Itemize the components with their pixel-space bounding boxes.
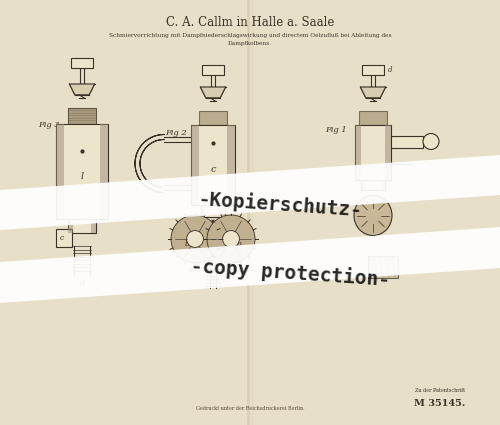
Text: c: c xyxy=(60,234,64,242)
Bar xyxy=(362,65,384,75)
Bar xyxy=(191,125,199,205)
Polygon shape xyxy=(360,87,386,98)
Bar xyxy=(201,205,225,217)
Text: C. A. Callm in Halle a. Saale: C. A. Callm in Halle a. Saale xyxy=(166,15,334,28)
Bar xyxy=(355,125,362,180)
Bar xyxy=(56,124,64,219)
Text: -copy protection-: -copy protection- xyxy=(190,256,390,290)
Bar xyxy=(359,111,387,125)
Text: M 35145.: M 35145. xyxy=(414,399,466,408)
Bar xyxy=(199,111,227,125)
Text: Zu der Patentschrift: Zu der Patentschrift xyxy=(415,388,465,393)
Bar xyxy=(391,136,423,147)
Circle shape xyxy=(423,133,439,150)
Polygon shape xyxy=(70,84,94,95)
Bar xyxy=(202,65,224,75)
Text: Schmiervorrichtung mit Dampfniederschlagswirkung und directem Oelzufluß bei Able: Schmiervorrichtung mit Dampfniederschlag… xyxy=(109,32,391,37)
Bar xyxy=(91,219,96,233)
Text: b: b xyxy=(184,240,190,248)
Polygon shape xyxy=(0,227,500,303)
Bar xyxy=(361,180,385,190)
Text: b: b xyxy=(236,240,242,248)
Bar xyxy=(56,229,72,247)
Bar xyxy=(68,108,96,124)
Bar xyxy=(361,180,366,190)
Circle shape xyxy=(207,215,255,263)
Polygon shape xyxy=(200,87,226,98)
Bar xyxy=(68,219,73,233)
Bar xyxy=(191,125,235,205)
Ellipse shape xyxy=(354,196,392,235)
Bar xyxy=(384,125,391,180)
Text: Gedruckt unter der Reichsdruckerei Berlin.: Gedruckt unter der Reichsdruckerei Berli… xyxy=(196,405,304,411)
Bar xyxy=(56,124,108,219)
Text: Schnittvorzeichnen: Schnittvorzeichnen xyxy=(188,269,248,274)
Text: l: l xyxy=(80,172,84,181)
Bar xyxy=(380,180,385,190)
Text: -Kopierschutz-: -Kopierschutz- xyxy=(198,189,362,221)
Circle shape xyxy=(222,231,240,247)
Text: Fig 1.: Fig 1. xyxy=(208,276,229,284)
Bar xyxy=(71,58,93,68)
Bar xyxy=(68,108,96,124)
Text: Fig 1: Fig 1 xyxy=(325,126,347,134)
Bar xyxy=(227,125,235,205)
Text: d: d xyxy=(388,66,392,74)
Bar xyxy=(368,256,398,278)
Text: c: c xyxy=(210,164,216,173)
Bar xyxy=(68,219,96,233)
Text: Fig 3: Fig 3 xyxy=(38,121,60,129)
Text: Fig 2: Fig 2 xyxy=(165,129,187,137)
Text: Dampfkolbens.: Dampfkolbens. xyxy=(228,40,272,45)
Bar xyxy=(100,124,108,219)
Bar xyxy=(355,125,391,180)
Bar xyxy=(220,205,225,217)
Bar xyxy=(201,205,205,217)
Circle shape xyxy=(171,215,219,263)
Text: d: d xyxy=(80,280,84,288)
Bar xyxy=(68,108,96,124)
Circle shape xyxy=(186,231,204,247)
Polygon shape xyxy=(0,155,500,230)
